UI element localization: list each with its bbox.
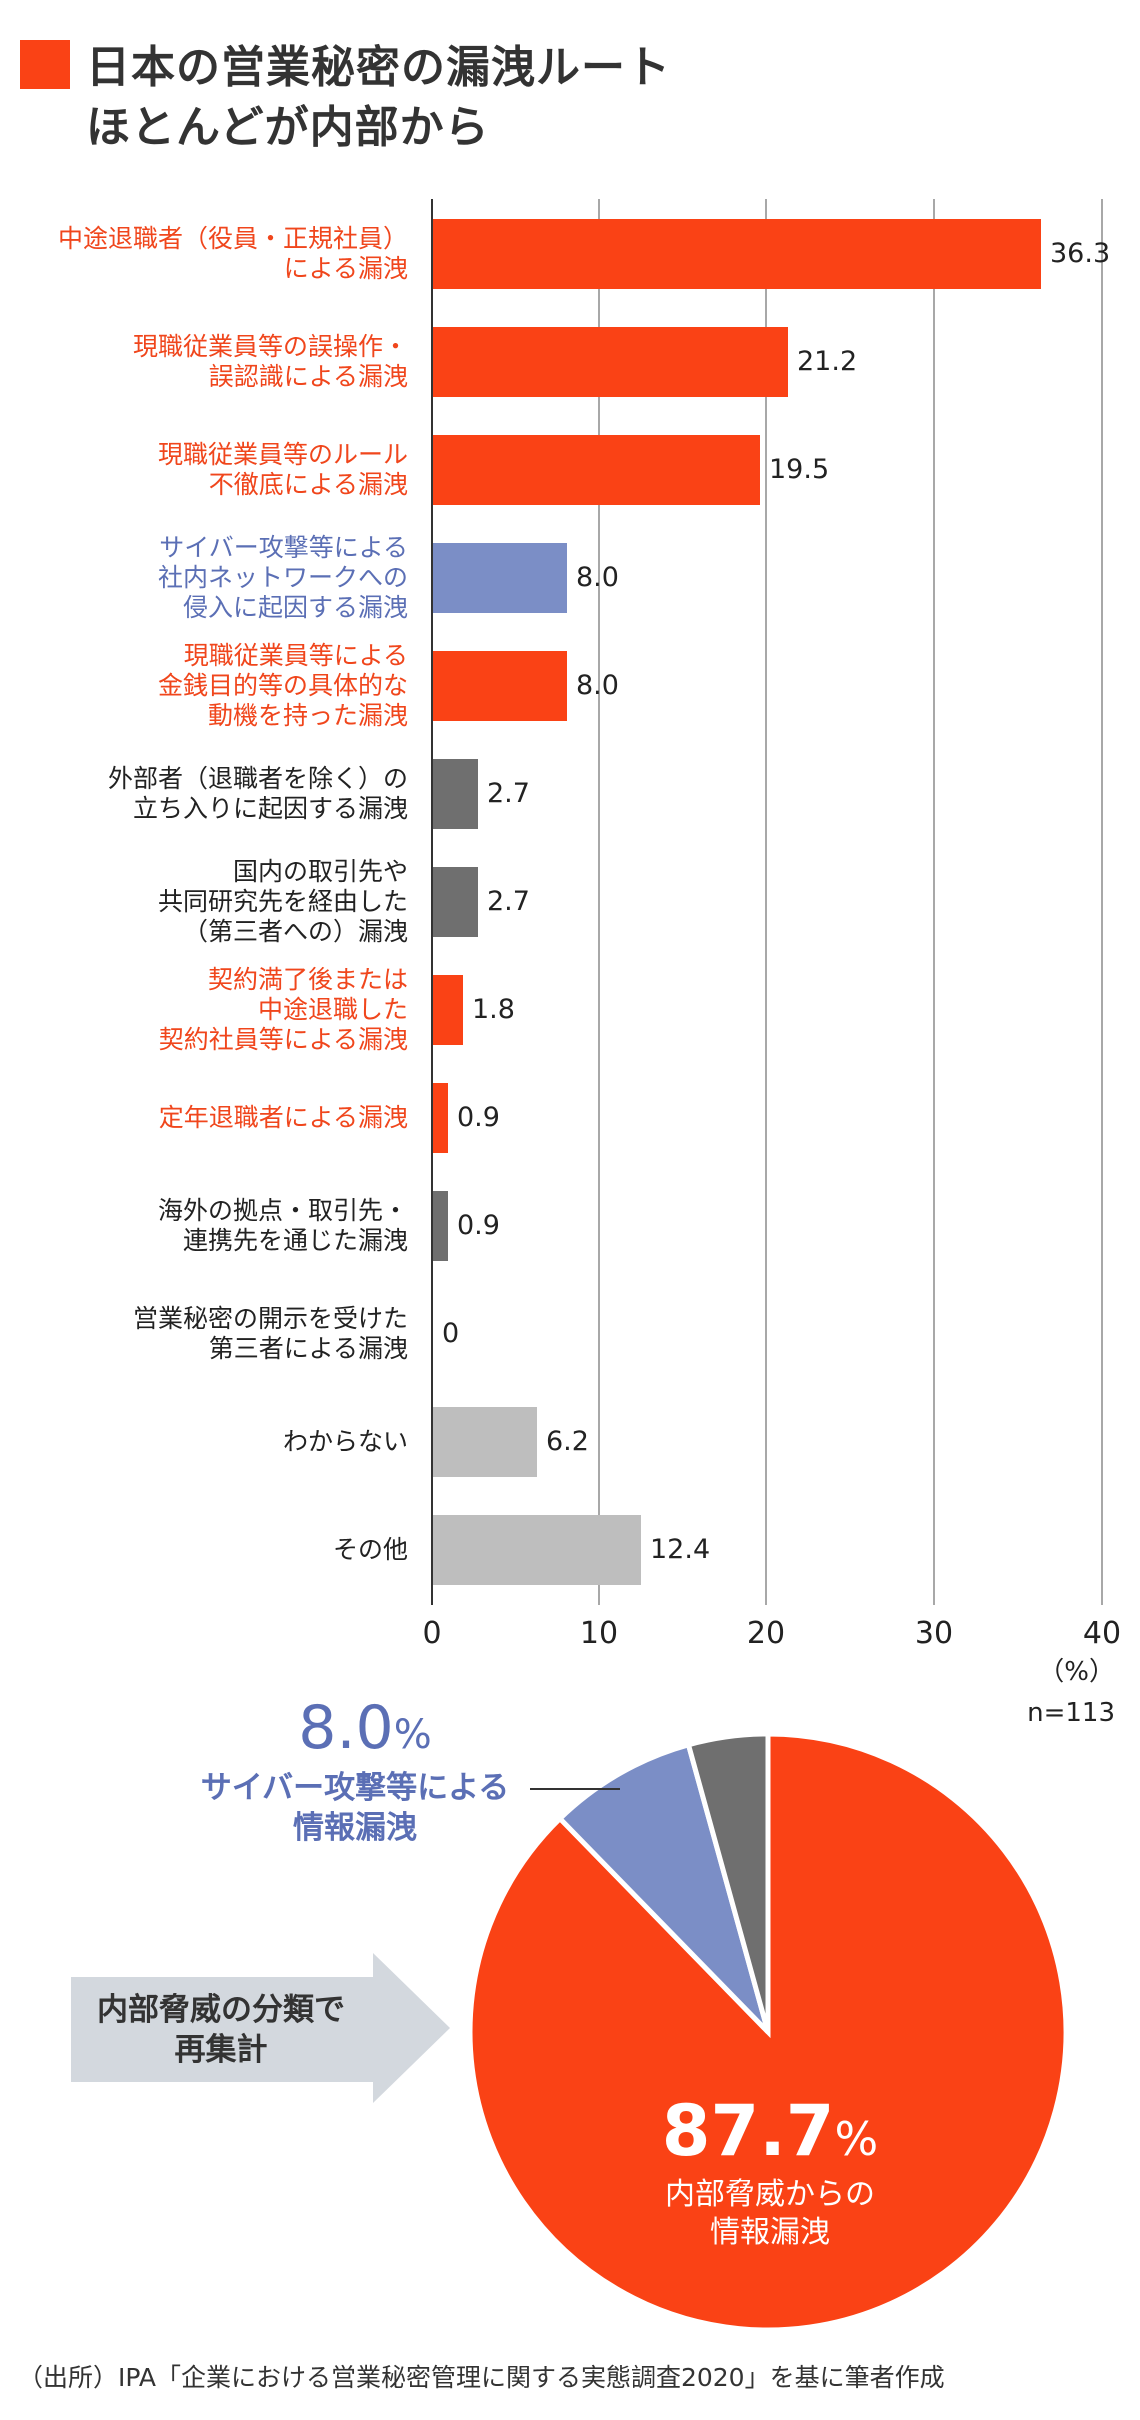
category-label-line: 金銭目的等の具体的な [157, 671, 408, 700]
bar-value-label: 6.2 [546, 1426, 589, 1457]
category-label-line: 現職従業員等による [183, 641, 408, 670]
x-tick-10: 10 [579, 1616, 619, 1651]
category-label-line: 第三者による漏洩 [208, 1334, 408, 1363]
internal-percentage: 87.7% [620, 2095, 920, 2175]
category-label-line: その他 [332, 1535, 408, 1564]
category-label: 現職従業員等の誤操作・ 誤認識による漏洩 [8, 308, 408, 416]
internal-label-line-1: 内部脅威からの [665, 2177, 875, 2212]
category-label-line: 誤認識による漏洩 [208, 362, 408, 391]
regroup-arrow [71, 1953, 450, 2103]
category-label-line: わからない [282, 1427, 408, 1456]
x-tick-0: 0 [422, 1616, 442, 1651]
gridline-30 [933, 199, 935, 1605]
category-label: 国内の取引先や 共同研究先を経由した （第三者への）漏洩 [8, 848, 408, 956]
source-note: （出所）IPA「企業における営業秘密管理に関する実態調査2020」を基に筆者作成 [18, 2363, 945, 2392]
bar-value-label: 2.7 [487, 886, 530, 917]
category-label: その他 [8, 1496, 408, 1604]
bar [433, 867, 478, 937]
category-label-line: 現職従業員等のルール [157, 440, 408, 469]
internal-pct-sign: % [834, 2112, 879, 2166]
chart-title-line-2: ほとんどが内部から [86, 102, 490, 153]
category-label: 外部者（退職者を除く）の 立ち入りに起因する漏洩 [8, 740, 408, 848]
category-label: 現職従業員等による 金銭目的等の具体的な 動機を持った漏洩 [8, 632, 408, 740]
category-label-line: 契約満了後または [207, 965, 408, 994]
x-tick-40: 40 [1082, 1616, 1122, 1651]
bar-value-label: 8.0 [576, 670, 619, 701]
title-accent-square [20, 40, 70, 89]
category-label-line: 動機を持った漏洩 [207, 701, 408, 730]
cyber-leader-line [530, 1788, 620, 1790]
category-label-line: 中途退職者（役員・正規社員） [57, 224, 408, 253]
category-label: わからない [8, 1388, 408, 1496]
cyber-label-line-2: 情報漏洩 [293, 1810, 417, 1846]
category-label-line: （第三者への）漏洩 [182, 917, 408, 946]
bar-value-label: 36.3 [1050, 238, 1111, 269]
category-label-line: 定年退職者による漏洩 [158, 1103, 408, 1132]
category-label: サイバー攻撃等による 社内ネットワークへの 侵入に起因する漏洩 [8, 524, 408, 632]
category-label: 契約満了後または 中途退職した 契約社員等による漏洩 [8, 956, 408, 1064]
bar-value-label: 21.2 [797, 346, 858, 377]
bar-value-label: 2.7 [487, 778, 530, 809]
category-label-line: 契約社員等による漏洩 [158, 1025, 408, 1054]
category-label: 営業秘密の開示を受けた 第三者による漏洩 [8, 1280, 408, 1388]
x-tick-30: 30 [914, 1616, 954, 1651]
bar [433, 651, 567, 721]
pie-slice-cyber [556, 1741, 771, 2034]
category-label-line: サイバー攻撃等による [159, 533, 408, 562]
pie-slice-other [685, 1731, 771, 2033]
bar [433, 759, 478, 829]
x-axis-unit: （%） [1038, 1657, 1115, 1687]
bar [433, 219, 1041, 289]
category-label-line: 立ち入りに起因する漏洩 [132, 794, 408, 823]
category-label: 中途退職者（役員・正規社員） による漏洩 [8, 200, 408, 308]
category-label-line: による漏洩 [283, 254, 408, 283]
bar-value-label: 1.8 [472, 994, 515, 1025]
bar [433, 1191, 448, 1261]
category-label-line: 営業秘密の開示を受けた [132, 1304, 408, 1333]
chart-title-line-1: 日本の営業秘密の漏洩ルート [86, 42, 671, 93]
category-label-line: 社内ネットワークへの [157, 563, 408, 592]
category-label-line: 海外の拠点・取引先・ [157, 1196, 408, 1225]
bar [433, 327, 788, 397]
gridline-40 [1101, 199, 1103, 1605]
gridline-20 [765, 199, 767, 1605]
category-label-line: 侵入に起因する漏洩 [182, 593, 408, 622]
x-tick-20: 20 [746, 1616, 786, 1651]
bar [433, 1083, 448, 1153]
y-axis-line [431, 199, 433, 1605]
category-label: 海外の拠点・取引先・ 連携先を通じた漏洩 [8, 1172, 408, 1280]
category-label-line: 連携先を通じた漏洩 [182, 1226, 408, 1255]
arrow-label-line-2: 再集計 [174, 2032, 268, 2068]
category-label-line: 共同研究先を経由した [157, 887, 408, 916]
cyber-label-line-1: サイバー攻撃等による [200, 1770, 510, 1806]
cyber-pct-value: 8.0 [298, 1693, 394, 1763]
bar-value-label: 8.0 [576, 562, 619, 593]
bar [433, 975, 463, 1045]
internal-label-line-2: 情報漏洩 [710, 2215, 830, 2250]
arrow-label-line-1: 内部脅威の分類で [97, 1992, 345, 2028]
bar-value-label: 0 [442, 1318, 460, 1349]
bar-chart: 中途退職者（役員・正規社員） による漏洩 36.3 現職従業員等の誤操作・ 誤認識による… [8, 199, 1122, 1728]
category-label-line: 外部者（退職者を除く）の [107, 764, 408, 793]
category-label-line: 中途退職した [257, 995, 408, 1024]
cyber-pct-sign: % [393, 1712, 432, 1758]
bar [433, 1515, 641, 1585]
bar-value-label: 0.9 [457, 1102, 500, 1133]
bar-value-label: 0.9 [457, 1210, 500, 1241]
category-label-line: 現職従業員等の誤操作・ [132, 332, 408, 361]
bar [433, 1407, 537, 1477]
category-label: 現職従業員等のルール 不徹底による漏洩 [8, 416, 408, 524]
cyber-percentage: 8.0% [270, 1696, 460, 1767]
bar [433, 435, 760, 505]
gridline-10 [598, 199, 600, 1605]
category-label-line: 国内の取引先や [232, 857, 408, 886]
bar [433, 543, 567, 613]
sample-size-note: n=113 [1027, 1698, 1115, 1728]
category-label: 定年退職者による漏洩 [8, 1064, 408, 1172]
internal-pct-value: 87.7 [661, 2090, 835, 2172]
bar-value-label: 12.4 [650, 1534, 711, 1565]
bar-value-label: 19.5 [769, 454, 830, 485]
category-label-line: 不徹底による漏洩 [208, 470, 408, 499]
